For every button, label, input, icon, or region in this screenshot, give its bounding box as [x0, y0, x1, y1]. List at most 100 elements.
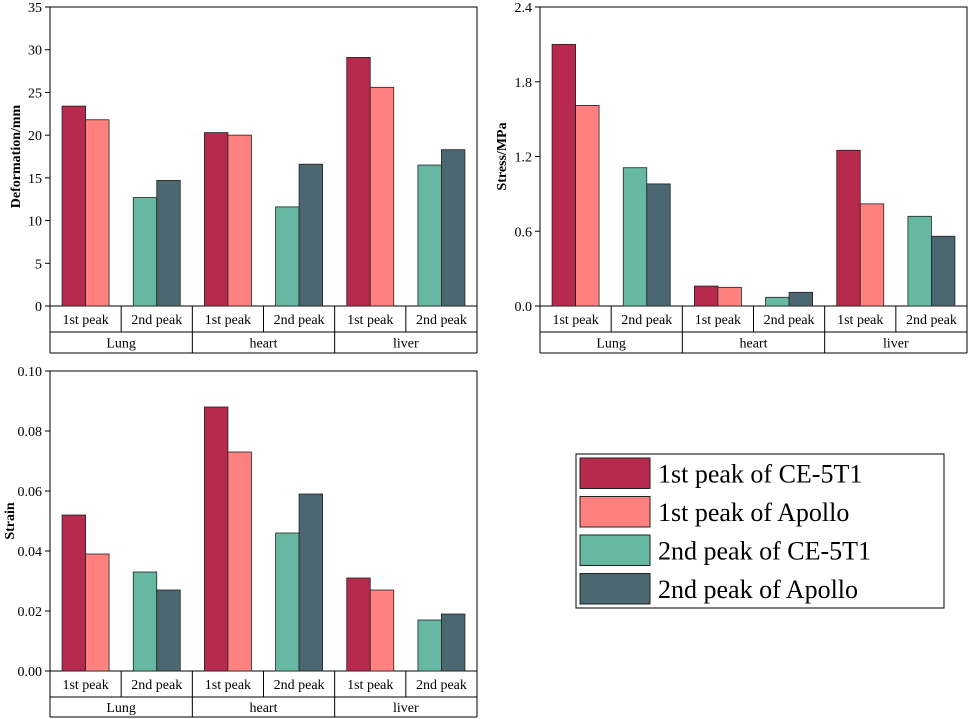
y-tick-label: 15	[28, 172, 42, 187]
group-label: liver	[883, 337, 909, 352]
bar-second-apollo	[646, 183, 671, 307]
bar-first-ce5t1	[61, 514, 86, 672]
group-label: Lung	[596, 337, 626, 352]
subgroup-label: 2nd peak	[621, 313, 672, 328]
legend-label: 2nd peak of CE-5T1	[658, 536, 871, 565]
bar-second-ce5t1	[132, 571, 158, 672]
subgroup-label: 2nd peak	[416, 313, 467, 328]
y-tick-label: 10	[28, 215, 42, 230]
bar-second-ce5t1	[132, 197, 158, 307]
legend-swatch-first-apollo	[579, 496, 651, 528]
y-tick-label: 0.00	[18, 665, 43, 680]
bar-second-ce5t1	[907, 215, 932, 307]
bar-first-apollo	[85, 553, 110, 672]
y-tick-label: 1.8	[515, 76, 533, 91]
subgroup-label: 1st peak	[552, 313, 598, 328]
bar-first-ce5t1	[346, 57, 371, 307]
group-label: Lung	[106, 701, 136, 716]
y-tick-label: 20	[28, 129, 42, 144]
legend: 1st peak of CE-5T1 1st peak of Apollo 2nd …	[575, 453, 945, 609]
subgroup-label: 2nd peak	[416, 678, 467, 693]
bar-second-apollo	[931, 235, 956, 307]
subgroup-label: 2nd peak	[274, 678, 325, 693]
bar-second-apollo	[156, 180, 181, 307]
group-label: liver	[393, 701, 419, 716]
group-label: heart	[250, 701, 278, 716]
strain-chart: 0.00 0.02 0.04 0.06 0.08 0.10 Strain Lung 1st pe…	[3, 365, 478, 718]
bar-first-ce5t1	[836, 149, 861, 307]
subgroup-label: 2nd peak	[906, 313, 957, 328]
group-label: heart	[250, 337, 278, 352]
legend-label: 1st peak of CE-5T1	[658, 459, 862, 488]
subgroup-label: 1st peak	[62, 313, 108, 328]
y-tick-label: 0.0	[515, 300, 533, 315]
bar-second-apollo	[298, 163, 323, 307]
deformation-chart: 0 5 10 15 20 25 30 35 Deformation/mm Lung 1st peak…	[9, 1, 478, 354]
subgroup-label: 2nd peak	[131, 678, 182, 693]
y-tick-label: 0.02	[18, 605, 43, 620]
subgroup-label: 2nd peak	[131, 313, 182, 328]
y-tick-label: 0.6	[515, 225, 533, 240]
plot-frame	[539, 6, 968, 307]
bar-first-apollo	[227, 451, 252, 672]
bar-first-ce5t1	[346, 577, 371, 672]
subgroup-label: 1st peak	[347, 313, 393, 328]
bar-second-apollo	[788, 291, 813, 307]
subgroup-label: 2nd peak	[764, 313, 815, 328]
subgroup-label: 1st peak	[205, 313, 251, 328]
bar-first-ce5t1	[551, 43, 576, 307]
bar-second-ce5t1	[275, 532, 300, 672]
y-tick-label: 2.4	[515, 1, 533, 16]
bar-second-apollo	[441, 149, 466, 307]
y-tick-label: 5	[35, 257, 42, 272]
y-tick-label: 0.06	[18, 485, 43, 500]
y-tick-label: 0.08	[18, 425, 43, 440]
group-label: Lung	[106, 337, 136, 352]
bar-second-apollo	[298, 493, 323, 672]
y-tick-label: 0.04	[18, 545, 43, 560]
y-tick-label: 35	[28, 1, 42, 16]
legend-label: 2nd peak of Apollo	[658, 575, 858, 604]
bar-first-apollo	[227, 134, 252, 307]
bar-second-ce5t1	[765, 296, 790, 307]
subgroup-label: 1st peak	[347, 678, 393, 693]
bar-first-ce5t1	[204, 132, 229, 307]
bar-first-ce5t1	[61, 105, 86, 307]
bar-first-apollo	[717, 286, 742, 307]
y-tick-label: 25	[28, 86, 42, 101]
bar-second-apollo	[156, 589, 181, 672]
legend-swatch-first-ce5t1	[579, 457, 651, 489]
y-axis-label: Strain	[3, 502, 18, 540]
y-tick-label: 30	[28, 44, 42, 59]
stress-chart: 0.0 0.6 1.2 1.8 2.4 Stress/MPa Lung 1st peak 2nd…	[495, 1, 968, 354]
subgroup-label: 1st peak	[695, 313, 741, 328]
bar-first-apollo	[85, 119, 110, 307]
bar-first-apollo	[859, 203, 885, 307]
group-label: heart	[740, 337, 768, 352]
y-axis-label: Stress/MPa	[495, 122, 510, 190]
legend-swatch-second-ce5t1	[579, 534, 651, 566]
y-tick-label: 0	[35, 300, 42, 315]
subgroup-label: 2nd peak	[274, 313, 325, 328]
bar-first-apollo	[575, 105, 600, 307]
bar-first-apollo	[369, 589, 395, 672]
y-tick-label: 0.10	[18, 365, 43, 380]
bar-first-ce5t1	[204, 406, 229, 672]
bar-second-apollo	[441, 613, 466, 672]
group-label: liver	[393, 337, 419, 352]
subgroup-label: 1st peak	[205, 678, 251, 693]
y-axis-label: Deformation/mm	[9, 104, 24, 208]
subgroup-label: 1st peak	[837, 313, 883, 328]
bar-first-ce5t1	[694, 285, 719, 307]
legend-swatch-second-apollo	[579, 573, 651, 605]
bar-second-ce5t1	[622, 167, 648, 307]
y-tick-label: 1.2	[515, 151, 533, 166]
plot-frame	[49, 6, 478, 307]
bar-second-ce5t1	[417, 619, 442, 672]
bar-second-ce5t1	[275, 206, 300, 307]
plot-frame	[49, 370, 478, 672]
legend-label: 1st peak of Apollo	[658, 498, 849, 527]
subgroup-label: 1st peak	[62, 678, 108, 693]
bar-first-apollo	[369, 86, 395, 307]
